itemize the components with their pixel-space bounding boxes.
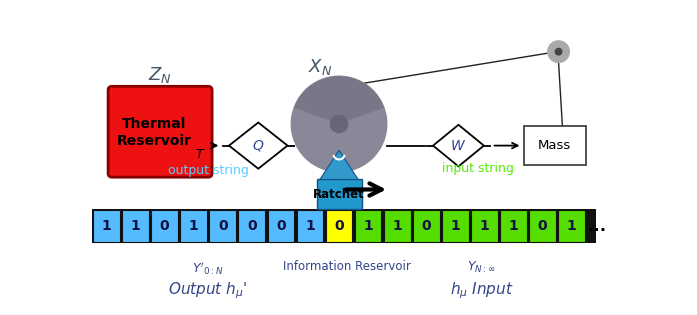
Text: $T$: $T$: [195, 147, 206, 161]
Text: $Z_N$: $Z_N$: [148, 65, 172, 85]
Bar: [471, 210, 498, 242]
Bar: [92, 209, 597, 243]
Text: Output $h_\mu$': Output $h_\mu$': [169, 280, 248, 301]
Bar: [529, 210, 556, 242]
Bar: [355, 210, 381, 242]
Text: 0: 0: [218, 219, 228, 233]
Text: Reservoir: Reservoir: [116, 134, 192, 148]
Text: 1: 1: [305, 219, 315, 233]
Text: 1: 1: [102, 219, 112, 233]
Text: 1: 1: [567, 219, 576, 233]
Bar: [500, 210, 527, 242]
Text: input string: input string: [442, 162, 514, 175]
Text: 0: 0: [276, 219, 286, 233]
Circle shape: [291, 76, 387, 172]
Polygon shape: [320, 150, 358, 180]
FancyBboxPatch shape: [524, 126, 585, 165]
FancyBboxPatch shape: [108, 86, 212, 177]
Bar: [325, 210, 353, 242]
Bar: [442, 210, 468, 242]
Text: 1: 1: [130, 219, 140, 233]
Text: 1: 1: [363, 219, 373, 233]
Circle shape: [548, 41, 569, 62]
Polygon shape: [229, 123, 288, 169]
Bar: [558, 210, 585, 242]
Text: 1: 1: [392, 219, 402, 233]
Text: 0: 0: [160, 219, 169, 233]
Bar: [268, 210, 294, 242]
Bar: [238, 210, 265, 242]
Text: 0: 0: [537, 219, 547, 233]
Bar: [122, 210, 149, 242]
Text: output string: output string: [168, 164, 249, 177]
Text: 0: 0: [335, 219, 344, 233]
Wedge shape: [294, 76, 384, 124]
Bar: [413, 210, 440, 242]
Text: $h_\mu$ Input: $h_\mu$ Input: [450, 280, 513, 301]
Text: Thermal: Thermal: [122, 117, 186, 131]
Text: 1: 1: [189, 219, 199, 233]
Bar: [181, 210, 207, 242]
Bar: [209, 210, 236, 242]
Text: $X_N$: $X_N$: [307, 57, 332, 77]
Circle shape: [330, 115, 348, 133]
Text: $Y_{N:\infty}$: $Y_{N:\infty}$: [467, 260, 496, 275]
Circle shape: [556, 49, 562, 55]
Text: 1: 1: [509, 219, 519, 233]
Text: ...: ...: [588, 217, 606, 235]
Text: $Y'_{0:N}$: $Y'_{0:N}$: [192, 260, 224, 277]
Text: 1: 1: [480, 219, 489, 233]
Polygon shape: [433, 125, 484, 166]
FancyBboxPatch shape: [316, 180, 362, 209]
Text: 0: 0: [247, 219, 256, 233]
Text: Mass: Mass: [538, 139, 572, 152]
Text: Ratchet: Ratchet: [313, 188, 365, 201]
Bar: [384, 210, 411, 242]
Text: $Q$: $Q$: [252, 138, 264, 153]
Text: Information Reservoir: Information Reservoir: [283, 260, 411, 273]
Bar: [297, 210, 323, 242]
Bar: [151, 210, 178, 242]
Text: $W$: $W$: [450, 139, 466, 152]
Text: 0: 0: [422, 219, 431, 233]
Text: 1: 1: [450, 219, 460, 233]
Bar: [93, 210, 120, 242]
